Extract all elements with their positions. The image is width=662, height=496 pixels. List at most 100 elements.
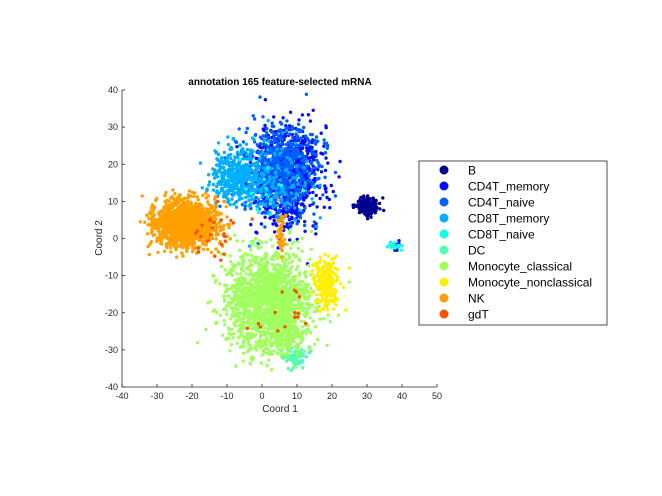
- data-point: [357, 210, 362, 215]
- data-point: [249, 253, 253, 257]
- data-point: [215, 311, 219, 315]
- data-point: [274, 171, 278, 175]
- data-point: [138, 220, 142, 224]
- data-point: [336, 313, 341, 317]
- data-point: [283, 134, 288, 138]
- data-point: [260, 290, 264, 295]
- data-point: [272, 151, 277, 155]
- data-point: [241, 174, 246, 179]
- data-point: [225, 283, 229, 288]
- data-point: [260, 311, 265, 315]
- data-point: [259, 222, 264, 226]
- data-point: [235, 293, 239, 298]
- data-point: [241, 351, 246, 355]
- data-point: [363, 211, 368, 215]
- data-point: [249, 148, 253, 152]
- data-point: [145, 232, 150, 236]
- data-point: [267, 358, 271, 362]
- data-point: [367, 198, 371, 202]
- data-point: [282, 154, 286, 158]
- data-point: [308, 156, 312, 160]
- data-point: [260, 284, 264, 288]
- data-point: [288, 110, 293, 115]
- data-point: [279, 156, 283, 161]
- data-point: [314, 135, 319, 139]
- data-point: [286, 252, 291, 256]
- data-point: [258, 177, 263, 182]
- data-point: [314, 301, 318, 305]
- data-point: [318, 196, 322, 201]
- data-point: [316, 274, 321, 278]
- data-point: [326, 254, 331, 258]
- data-point: [227, 222, 232, 227]
- data-point: [309, 169, 314, 173]
- data-point: [300, 336, 304, 340]
- data-point: [317, 164, 321, 169]
- data-point: [292, 139, 296, 143]
- data-point: [249, 191, 254, 196]
- data-point: [244, 281, 249, 285]
- data-point: [251, 114, 255, 118]
- data-point: [275, 177, 279, 182]
- data-point: [228, 202, 232, 207]
- data-point: [287, 346, 292, 350]
- data-point: [265, 253, 269, 257]
- data-point: [256, 344, 260, 348]
- data-point: [294, 132, 298, 136]
- data-point: [264, 199, 268, 204]
- data-point: [274, 192, 279, 196]
- data-point: [323, 184, 327, 188]
- data-point: [272, 218, 276, 223]
- data-point: [347, 280, 351, 284]
- data-point: [240, 290, 244, 294]
- data-point: [259, 279, 264, 283]
- data-point: [300, 138, 304, 143]
- data-point: [247, 308, 251, 313]
- data-point: [306, 187, 311, 191]
- data-point: [352, 203, 356, 207]
- data-point: [289, 305, 294, 309]
- data-point: [230, 273, 235, 278]
- data-point: [269, 198, 273, 202]
- data-point: [276, 141, 280, 145]
- data-point: [242, 292, 246, 297]
- data-point: [284, 142, 289, 147]
- data-point: [303, 219, 307, 224]
- data-point: [289, 222, 293, 226]
- data-point: [270, 352, 274, 356]
- data-point: [291, 197, 295, 201]
- data-point: [260, 268, 264, 272]
- data-point: [241, 311, 245, 316]
- data-point: [241, 140, 246, 144]
- data-point: [338, 159, 342, 164]
- data-point: [275, 174, 279, 179]
- data-point: [218, 228, 223, 233]
- data-point: [290, 183, 295, 188]
- data-point: [286, 287, 290, 292]
- data-point: [229, 147, 234, 151]
- data-point: [258, 150, 262, 154]
- data-point: [305, 190, 309, 194]
- data-point: [310, 269, 314, 273]
- data-point: [262, 177, 266, 182]
- data-point: [303, 229, 307, 233]
- data-point: [237, 127, 241, 131]
- data-point: [300, 249, 304, 253]
- data-point: [304, 275, 308, 279]
- data-point: [318, 292, 323, 296]
- data-point: [178, 193, 182, 197]
- data-point: [299, 354, 303, 358]
- data-point: [270, 121, 274, 125]
- data-point: [332, 300, 336, 304]
- data-point: [233, 324, 237, 328]
- data-point: [241, 156, 245, 161]
- data-point: [279, 355, 283, 359]
- data-point: [216, 250, 221, 254]
- data-point: [278, 136, 282, 140]
- data-point: [211, 182, 215, 187]
- data-point: [231, 136, 236, 141]
- data-point: [307, 171, 311, 175]
- data-point: [311, 184, 316, 189]
- data-point: [264, 346, 268, 351]
- data-point: [167, 199, 171, 203]
